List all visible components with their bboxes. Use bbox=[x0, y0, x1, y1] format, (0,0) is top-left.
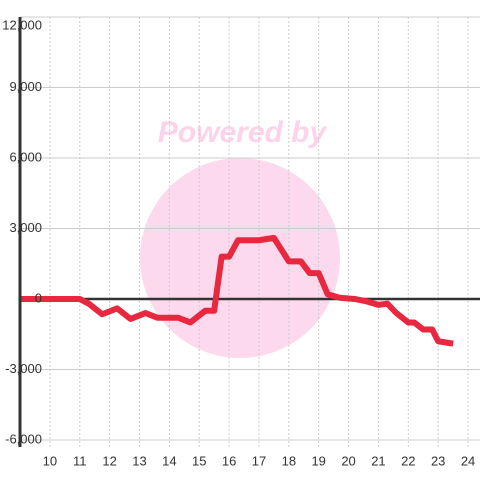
x-tick-label: 20 bbox=[341, 453, 355, 468]
x-tick-label: 18 bbox=[282, 453, 296, 468]
x-tick-label: 15 bbox=[192, 453, 206, 468]
x-tick-label: 17 bbox=[252, 453, 266, 468]
x-tick-label: 11 bbox=[73, 453, 87, 468]
watermark-logo bbox=[140, 158, 340, 358]
y-tick-label: 0 bbox=[35, 290, 42, 305]
x-tick-label: 14 bbox=[162, 453, 176, 468]
x-tick-label: 19 bbox=[311, 453, 325, 468]
y-tick-label: 3,000 bbox=[9, 220, 42, 235]
y-tick-label: 12,000 bbox=[2, 17, 42, 32]
x-tick-label: 23 bbox=[431, 453, 445, 468]
x-tick-label: 24 bbox=[461, 453, 475, 468]
x-tick-label: 16 bbox=[222, 453, 236, 468]
y-tick-label: -3,000 bbox=[5, 361, 42, 376]
x-tick-label: 21 bbox=[371, 453, 385, 468]
x-tick-label: 12 bbox=[102, 453, 116, 468]
y-tick-label: -6,000 bbox=[5, 431, 42, 446]
x-tick-label: 10 bbox=[43, 453, 57, 468]
watermark-text: Powered by bbox=[158, 116, 328, 149]
x-tick-label: 13 bbox=[132, 453, 146, 468]
y-tick-label: 9,000 bbox=[9, 79, 42, 94]
line bbox=[20, 234, 454, 347]
x-tick-label: 22 bbox=[401, 453, 415, 468]
y-tick-label: 6,000 bbox=[9, 149, 42, 164]
